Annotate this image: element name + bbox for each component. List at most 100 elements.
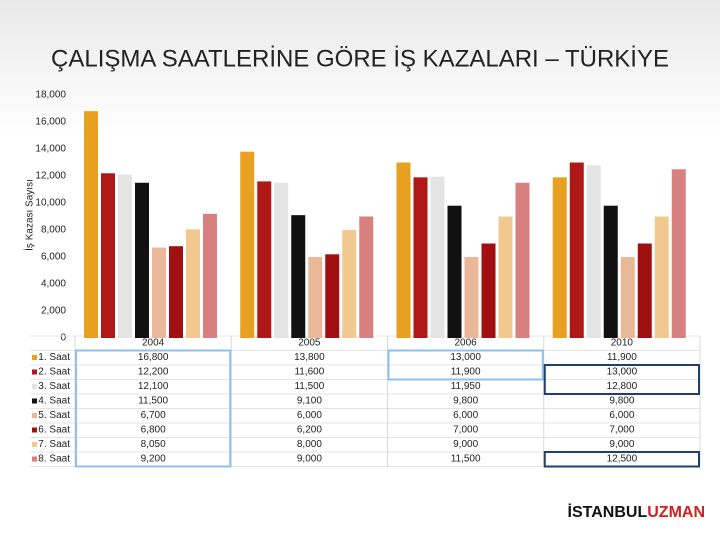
table-cell: 6,000	[609, 410, 634, 421]
bar	[620, 257, 635, 338]
bar	[118, 174, 132, 338]
table-cell: 7,000	[609, 425, 634, 436]
bar	[671, 169, 686, 338]
legend-label: 1. Saat	[38, 352, 70, 363]
legend-label: 3. Saat	[38, 381, 70, 392]
bar	[342, 230, 357, 338]
x-tick-label: 2006	[455, 338, 478, 349]
table-cell: 9,000	[453, 439, 478, 450]
table-cell: 6,200	[297, 425, 322, 436]
y-tick-label: 18,000	[35, 90, 66, 101]
legend-marker	[32, 384, 37, 389]
bar	[152, 247, 166, 338]
table-cell: 9,000	[297, 454, 322, 465]
brand-main: İSTANBUL	[568, 503, 648, 521]
table-cell: 6,800	[141, 425, 166, 436]
table-cell: 11,500	[138, 396, 168, 407]
y-tick-label: 4,000	[41, 279, 66, 290]
table-cell: 12,500	[607, 454, 638, 465]
table-cell: 9,100	[297, 396, 322, 407]
table-cell: 11,500	[451, 454, 481, 465]
bar	[274, 182, 289, 338]
table-cell: 6,000	[297, 410, 322, 421]
y-axis-label: İş Kazası Sayısı	[23, 179, 36, 251]
x-tick-label: 2010	[611, 338, 634, 349]
table-cell: 6,700	[141, 410, 166, 421]
legend-marker	[32, 355, 37, 360]
bar	[413, 177, 428, 338]
table-cell: 13,800	[294, 352, 325, 363]
table-cell: 8,000	[297, 439, 322, 450]
chart-title: ÇALIŞMA SAATLERİNE GÖRE İŞ KAZALARI – TÜ…	[51, 45, 669, 72]
brand-accent: UZMAN	[647, 504, 705, 521]
x-tick-label: 2005	[298, 338, 321, 349]
legend-label: 8. Saat	[38, 454, 70, 465]
bar	[654, 216, 669, 338]
bar	[498, 216, 513, 338]
table-cell: 12,200	[138, 367, 169, 378]
y-tick-label: 12,000	[35, 171, 66, 182]
bar	[569, 162, 584, 338]
table-cell: 9,000	[609, 439, 634, 450]
bar	[186, 229, 200, 338]
table-cell: 11,900	[607, 352, 637, 363]
bar	[135, 182, 149, 338]
y-tick-label: 14,000	[35, 144, 66, 155]
bar	[308, 257, 323, 338]
legend-marker	[32, 413, 37, 418]
bar	[84, 111, 98, 338]
y-tick-label: 2,000	[41, 306, 66, 317]
legend-marker	[32, 369, 37, 375]
legend-marker	[32, 398, 37, 404]
table-cell: 9,800	[453, 396, 478, 407]
table-cell: 16,800	[138, 352, 169, 363]
bar	[169, 246, 183, 338]
bar	[515, 182, 530, 338]
table-cell: 11,600	[294, 367, 324, 378]
legend-label: 7. Saat	[38, 439, 70, 450]
y-tick-label: 8,000	[41, 225, 66, 236]
table-cell: 13,000	[607, 367, 638, 378]
bar	[637, 243, 652, 338]
legend-label: 6. Saat	[38, 425, 70, 436]
highlight-box	[387, 349, 544, 381]
bar	[203, 213, 217, 338]
table-cell: 11,900	[451, 367, 481, 378]
bar	[240, 151, 255, 338]
bar	[325, 254, 340, 338]
bar	[430, 176, 445, 338]
bar	[481, 243, 496, 338]
bar	[603, 205, 618, 338]
y-tick-label: 6,000	[41, 252, 66, 263]
highlight-box	[543, 451, 700, 468]
bar	[586, 165, 601, 338]
highlight-box	[75, 349, 232, 468]
table-cell: 12,100	[138, 381, 169, 392]
table-cell: 11,500	[294, 381, 324, 392]
legend-label: 4. Saat	[38, 396, 70, 407]
table-cell: 13,000	[450, 352, 481, 363]
legend-marker	[32, 442, 37, 447]
legend-label: 2. Saat	[38, 367, 70, 378]
y-tick-label: 10,000	[35, 198, 66, 209]
legend-marker	[32, 427, 37, 433]
bar	[359, 216, 374, 338]
table-cell: 12,800	[607, 381, 638, 392]
highlight-box	[543, 364, 700, 395]
brand: İSTANBULUZMAN	[568, 503, 705, 521]
x-tick-label: 2004	[142, 338, 165, 349]
table-cell: 6,000	[453, 410, 478, 421]
bar	[396, 162, 411, 338]
y-tick-label: 16,000	[35, 117, 66, 128]
bar	[464, 257, 479, 338]
y-tick-label: 0	[60, 333, 66, 344]
table-cell: 7,000	[453, 425, 478, 436]
bar	[552, 177, 567, 338]
bar	[257, 181, 272, 338]
legend-marker	[32, 456, 37, 462]
table-cell: 11,950	[451, 381, 481, 392]
table-cell: 9,200	[141, 454, 166, 465]
table-cell: 8,050	[141, 439, 166, 450]
table-cell: 9,800	[609, 396, 634, 407]
